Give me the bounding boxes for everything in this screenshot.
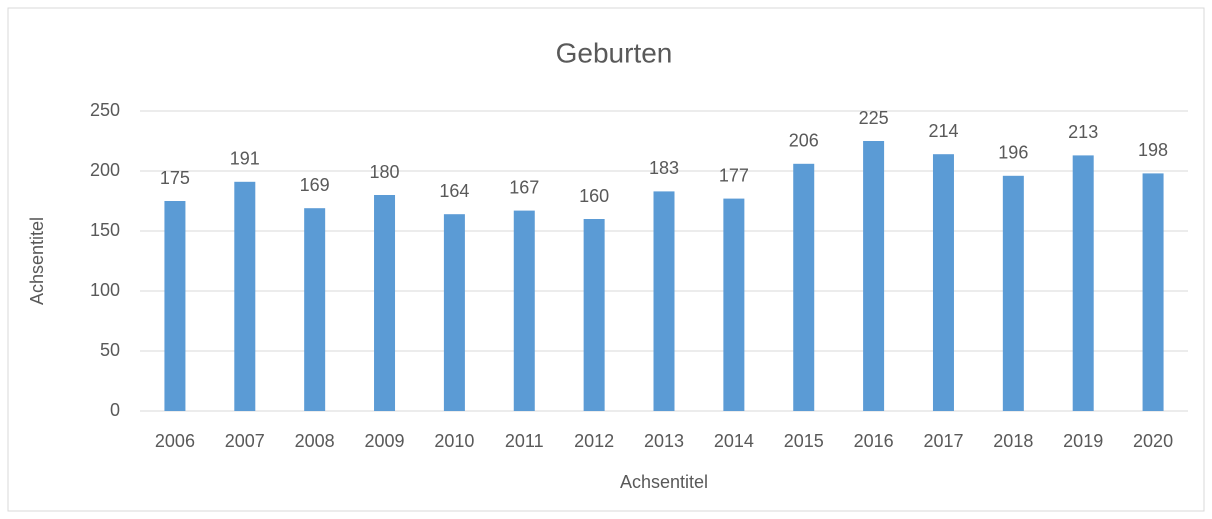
bar — [304, 208, 326, 411]
data-label: 180 — [370, 162, 400, 182]
y-tick-label: 100 — [90, 280, 120, 300]
bar — [443, 214, 465, 411]
bar — [793, 163, 815, 411]
bar — [583, 219, 605, 411]
x-tick-label: 2009 — [365, 431, 405, 451]
y-tick-label: 250 — [90, 100, 120, 120]
x-tick-label: 2007 — [225, 431, 265, 451]
x-tick-label: 2019 — [1063, 431, 1103, 451]
bar — [723, 198, 745, 411]
y-tick-label: 200 — [90, 160, 120, 180]
x-tick-label: 2010 — [434, 431, 474, 451]
bar — [234, 181, 256, 411]
x-tick-label: 2008 — [295, 431, 335, 451]
chart-title: Geburten — [556, 37, 673, 68]
bar — [513, 210, 535, 411]
x-tick-label: 2006 — [155, 431, 195, 451]
data-label: 164 — [439, 181, 469, 201]
data-label: 198 — [1138, 140, 1168, 160]
bar — [164, 201, 186, 411]
bar — [1142, 173, 1164, 411]
x-tick-label: 2014 — [714, 431, 754, 451]
data-label: 160 — [579, 186, 609, 206]
y-tick-label: 0 — [110, 400, 120, 420]
x-tick-label: 2013 — [644, 431, 684, 451]
x-tick-label: 2015 — [784, 431, 824, 451]
bar — [653, 191, 675, 411]
y-tick-label: 150 — [90, 220, 120, 240]
data-label: 214 — [928, 121, 958, 141]
data-label: 177 — [719, 165, 749, 185]
data-label: 191 — [230, 149, 260, 169]
data-label: 206 — [789, 131, 819, 151]
bar — [863, 141, 885, 411]
x-tick-label: 2012 — [574, 431, 614, 451]
x-tick-label: 2020 — [1133, 431, 1173, 451]
x-tick-label: 2017 — [923, 431, 963, 451]
data-label: 169 — [300, 175, 330, 195]
bar — [932, 154, 954, 411]
bar — [1072, 155, 1094, 411]
x-tick-label: 2018 — [993, 431, 1033, 451]
x-axis-title: Achsentitel — [620, 472, 708, 492]
data-label: 196 — [998, 143, 1028, 163]
y-tick-label: 50 — [100, 340, 120, 360]
x-tick-label: 2011 — [505, 431, 544, 451]
data-label: 213 — [1068, 122, 1098, 142]
x-tick-label: 2016 — [854, 431, 894, 451]
bar — [1002, 175, 1024, 411]
data-label: 183 — [649, 158, 679, 178]
data-label: 167 — [509, 177, 539, 197]
data-label: 175 — [160, 168, 190, 188]
data-label: 225 — [859, 108, 889, 128]
bar — [374, 195, 396, 411]
y-axis-title: Achsentitel — [27, 217, 47, 305]
